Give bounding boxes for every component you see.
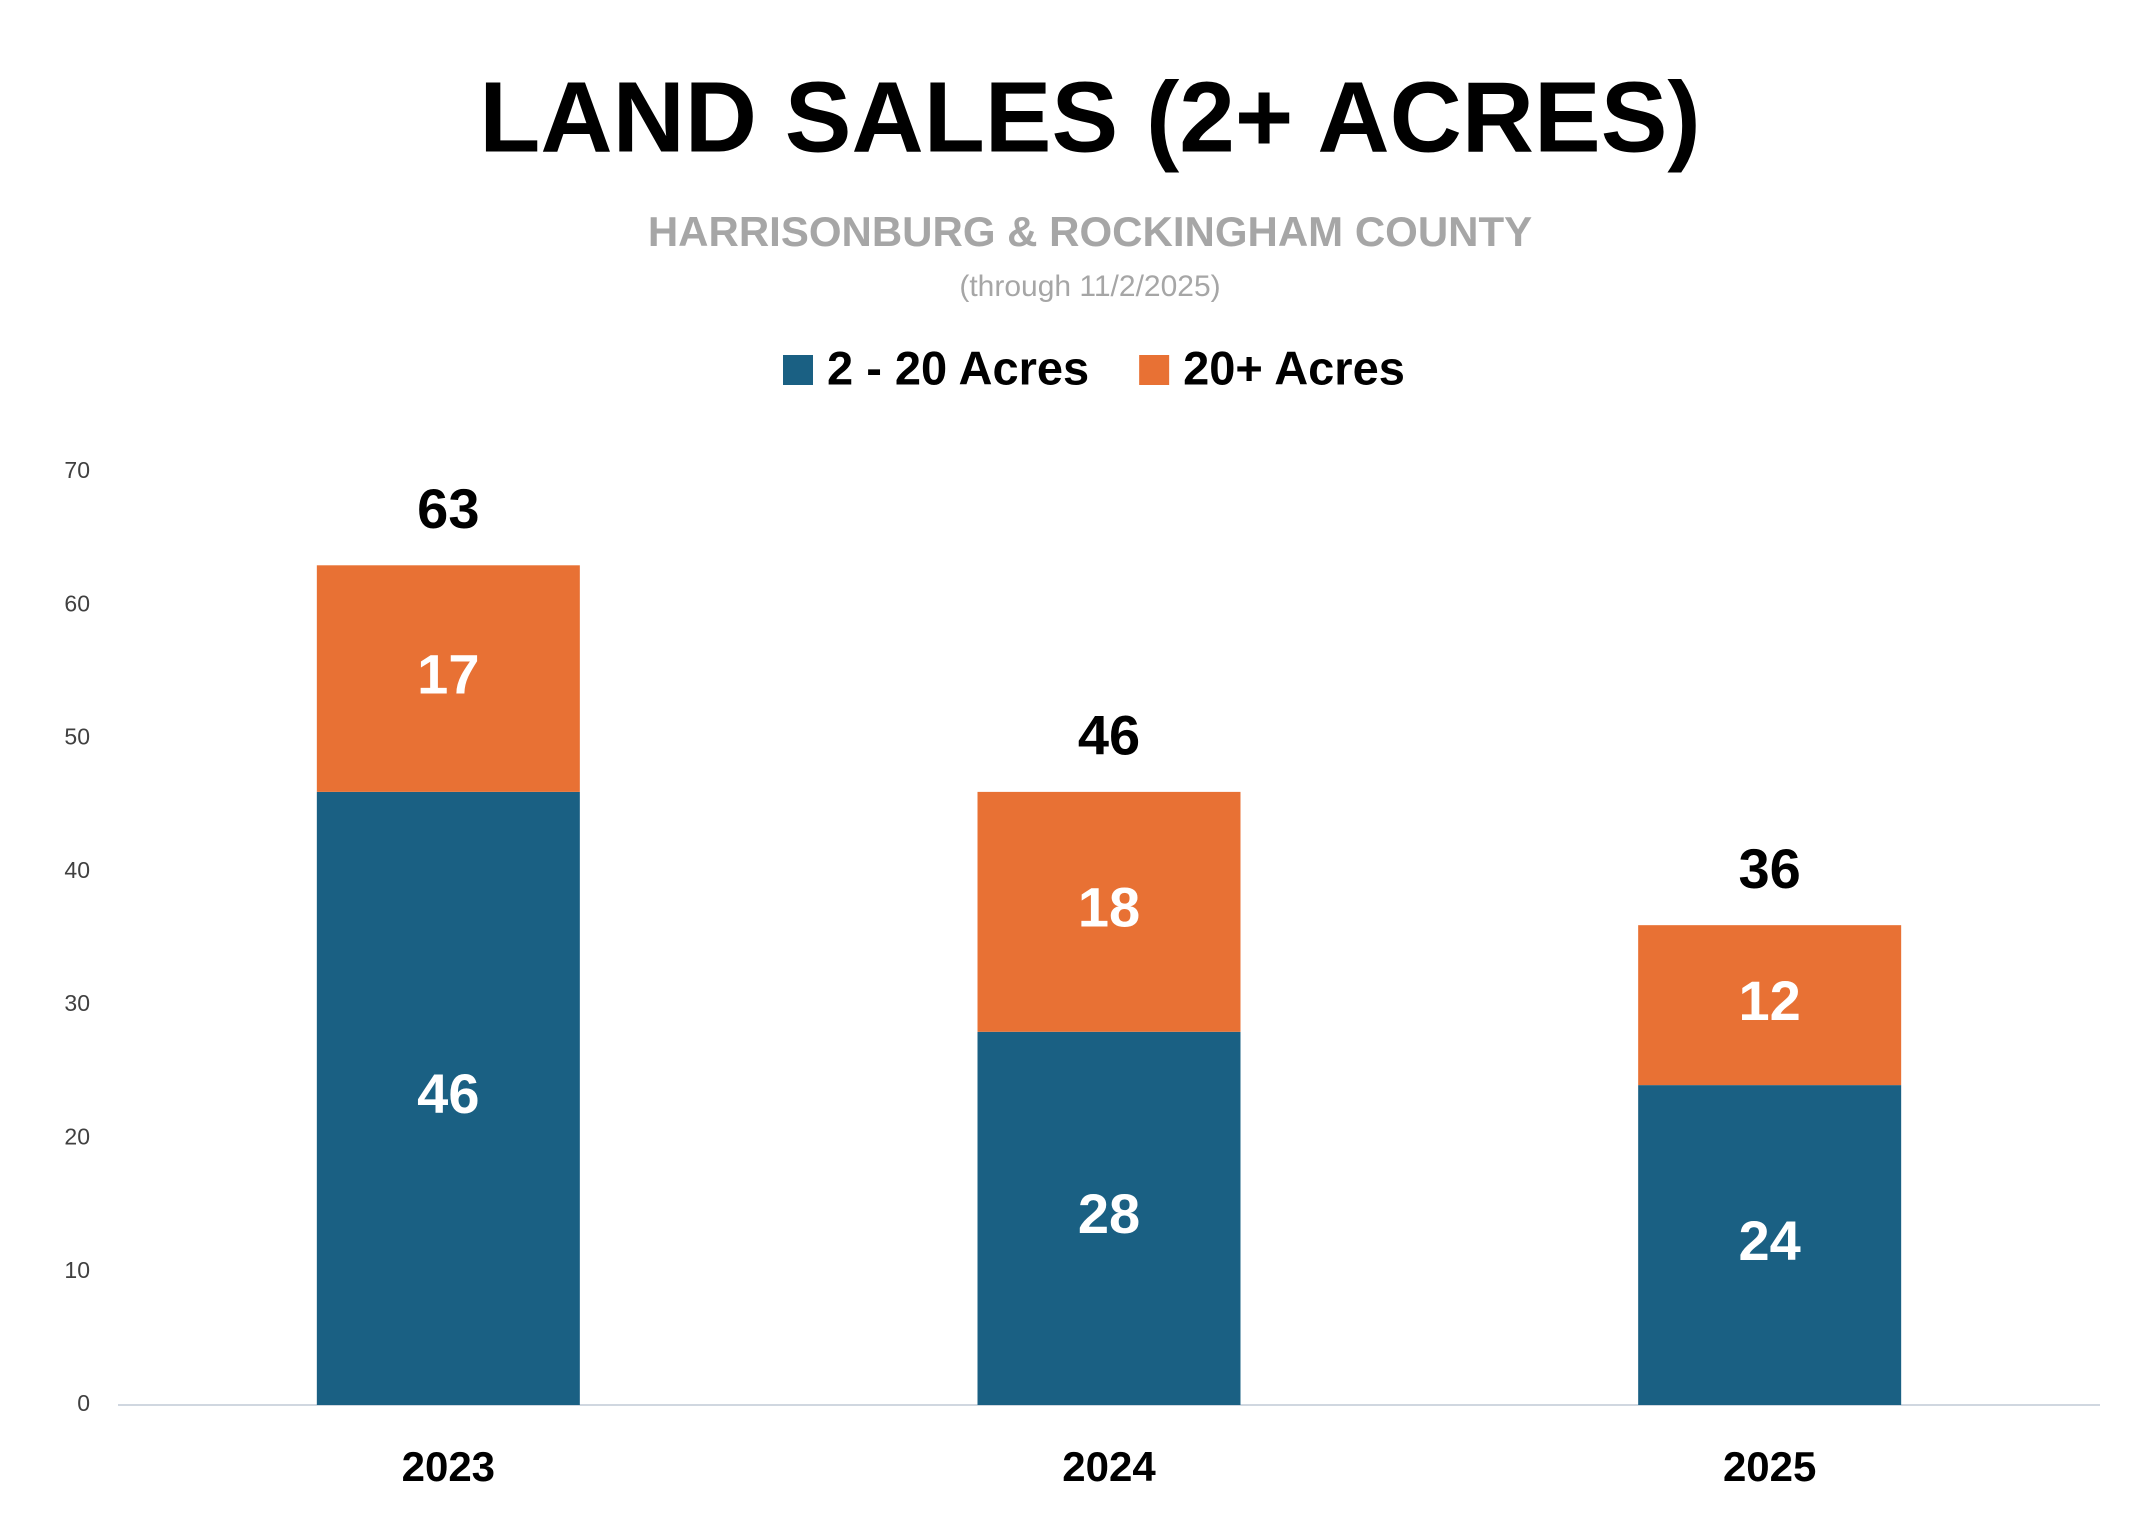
bar-segment <box>1638 1085 1902 1405</box>
chart-title: LAND SALES (2+ ACRES) <box>479 61 1700 173</box>
bar-segment <box>316 565 580 792</box>
legend-label: 2 - 20 Acres <box>827 341 1089 394</box>
bar-segment <box>977 791 1241 1032</box>
legend-swatch <box>1139 355 1170 385</box>
total-label: 36 <box>1739 837 1801 900</box>
data-label: 12 <box>1739 969 1801 1032</box>
y-tick-label: 60 <box>64 590 90 616</box>
x-tick-label: 2023 <box>402 1443 495 1490</box>
data-label: 46 <box>417 1062 479 1125</box>
y-tick-label: 10 <box>64 1257 90 1283</box>
x-tick-label: 2024 <box>1062 1443 1156 1490</box>
data-label: 18 <box>1078 876 1140 939</box>
data-label: 17 <box>417 642 479 705</box>
y-tick-label: 40 <box>64 857 90 883</box>
bar-segment <box>1638 925 1902 1086</box>
total-label: 63 <box>417 477 479 540</box>
y-tick-label: 50 <box>64 724 90 750</box>
x-tick-label: 2025 <box>1723 1443 1816 1490</box>
y-tick-label: 70 <box>64 457 90 483</box>
legend-swatch <box>783 355 813 385</box>
data-label: 24 <box>1739 1209 1801 1272</box>
y-tick-label: 0 <box>77 1390 90 1416</box>
data-label: 28 <box>1078 1182 1140 1245</box>
chart-note: (through 11/2/2025) <box>959 270 1220 303</box>
y-tick-label: 20 <box>64 1124 90 1150</box>
legend-label: 20+ Acres <box>1183 341 1405 394</box>
total-label: 46 <box>1078 704 1140 767</box>
bar-segment <box>977 1031 1241 1405</box>
bar-segment <box>316 791 580 1405</box>
y-tick-label: 30 <box>64 990 90 1016</box>
chart-subtitle: HARRISONBURG & ROCKINGHAM COUNTY <box>648 208 1532 255</box>
